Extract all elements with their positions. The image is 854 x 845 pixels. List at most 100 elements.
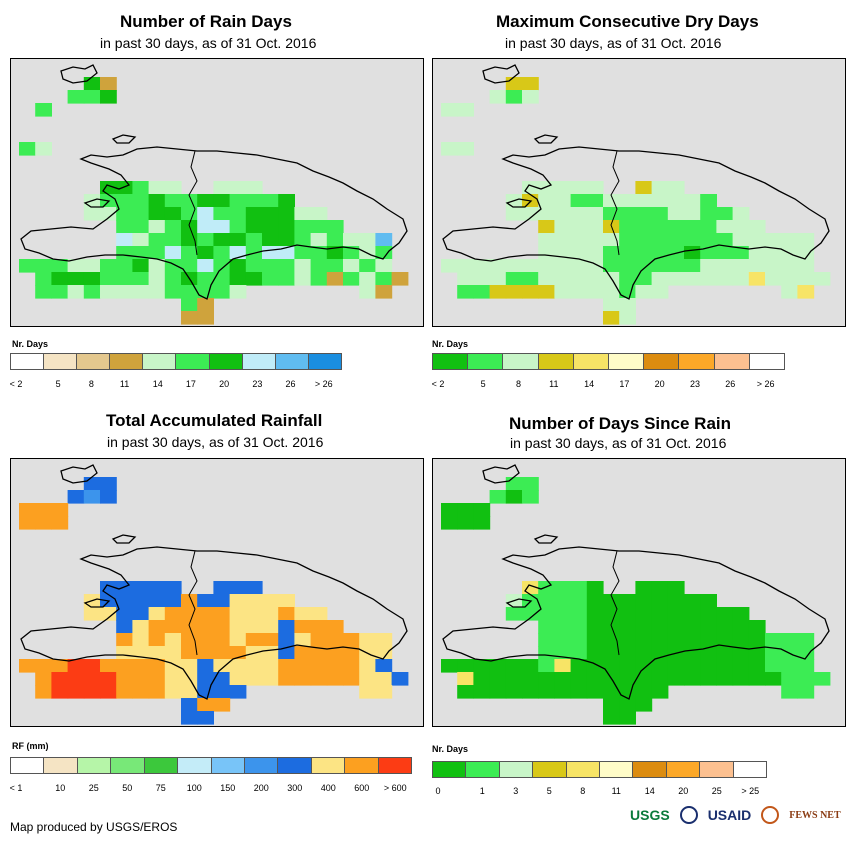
grid-cell — [554, 259, 572, 273]
fews-net-logo: FEWS NET — [789, 809, 841, 821]
grid-cell — [554, 607, 572, 621]
grid-cell — [375, 272, 393, 286]
grid-cell — [197, 620, 214, 634]
grid-cell — [797, 272, 815, 286]
grid-cell — [116, 194, 133, 208]
legend-swatch — [77, 758, 112, 773]
grid-cell — [781, 685, 798, 699]
grid-cell — [538, 659, 555, 673]
panel-subtitle: in past 30 days, as of 31 Oct. 2016 — [510, 435, 727, 451]
grid-cell — [603, 607, 620, 621]
legend-swatch — [110, 354, 144, 369]
grid-cell — [603, 685, 620, 699]
grid-cell — [700, 672, 717, 686]
grid-cell — [619, 220, 636, 234]
legend-tick-label: 400 — [320, 783, 336, 793]
grid-cell — [229, 607, 247, 621]
grid-cell — [505, 477, 523, 491]
grid-cell — [229, 633, 247, 647]
grid-cell — [213, 607, 231, 621]
legend-tick-label: 14 — [644, 786, 655, 796]
grid-cell — [603, 207, 620, 221]
grid-cell — [765, 633, 782, 647]
grid-cell — [586, 272, 604, 286]
grid-cell — [651, 685, 669, 699]
usgs-logo: USGS — [630, 807, 670, 823]
logo-strip: USGS USAID FEWS NET — [630, 806, 841, 824]
grid-cell — [635, 181, 653, 195]
grid-cell — [100, 285, 117, 299]
grid-cell — [116, 659, 133, 673]
grid-cell — [310, 220, 328, 234]
grid-cell — [51, 659, 69, 673]
legend-swatch — [44, 354, 78, 369]
grid-cell — [181, 659, 198, 673]
grid-cell — [213, 646, 231, 660]
coastline — [482, 64, 520, 84]
grid-cell — [570, 594, 588, 608]
grid-cell — [213, 194, 231, 208]
grid-cell — [148, 646, 166, 660]
grid-cell — [197, 311, 214, 325]
grid-cell — [262, 207, 279, 221]
grid-cell — [586, 685, 604, 699]
legend-bar — [432, 353, 785, 370]
grid-cell — [148, 207, 166, 221]
grid-cell — [570, 633, 588, 647]
grid-cell — [619, 659, 636, 673]
grid-cell — [19, 503, 36, 517]
grid-cell — [570, 646, 588, 660]
coastline — [533, 534, 559, 544]
coastline — [533, 134, 559, 144]
grid-cell — [684, 594, 701, 608]
grid-cell — [229, 207, 247, 221]
grid-cell — [294, 620, 312, 634]
coastline — [505, 198, 533, 208]
grid-cell — [375, 233, 393, 247]
grid-cell — [765, 246, 782, 260]
grid-cell — [684, 607, 701, 621]
grid-cell — [278, 594, 295, 608]
grid-cell — [164, 246, 182, 260]
grid-cell — [164, 685, 182, 699]
grid-cell — [100, 685, 117, 699]
grid-cell — [651, 181, 669, 195]
map-rain-days — [10, 58, 424, 327]
grid-cell — [732, 272, 750, 286]
legend-tick-label: 75 — [155, 783, 166, 793]
grid-cell — [586, 285, 604, 299]
grid-cell — [651, 272, 669, 286]
grid-cell — [781, 633, 798, 647]
grid-cell — [684, 646, 701, 660]
grid-cell — [651, 259, 669, 273]
legend-bar — [10, 757, 412, 774]
grid-cell — [51, 685, 69, 699]
grid-cell — [473, 516, 491, 530]
grid-cell — [262, 220, 279, 234]
grid-cell — [51, 672, 69, 686]
grid-cell — [100, 259, 117, 273]
coastline — [20, 146, 408, 300]
grid-cell — [505, 207, 523, 221]
grid-cell — [294, 633, 312, 647]
grid-cell — [310, 672, 328, 686]
grid-cell — [797, 285, 815, 299]
grid-cell — [229, 581, 247, 595]
legend-swatch — [178, 758, 212, 773]
grid-cell — [262, 659, 279, 673]
grid-cell — [457, 272, 474, 286]
grid-cell — [197, 272, 214, 286]
grid-cell — [635, 672, 653, 686]
grid-cell — [262, 233, 279, 247]
grid-cell — [116, 246, 133, 260]
usaid-logo: USAID — [707, 807, 752, 823]
grid-cell — [797, 233, 815, 247]
map-dry-days — [432, 58, 846, 327]
grid-cell — [635, 285, 653, 299]
grid-cell — [603, 194, 620, 208]
coastline — [20, 546, 408, 700]
grid-cell — [538, 685, 555, 699]
legend-swatch — [111, 758, 145, 773]
grid-cell — [375, 633, 393, 647]
grid-cell — [797, 633, 815, 647]
